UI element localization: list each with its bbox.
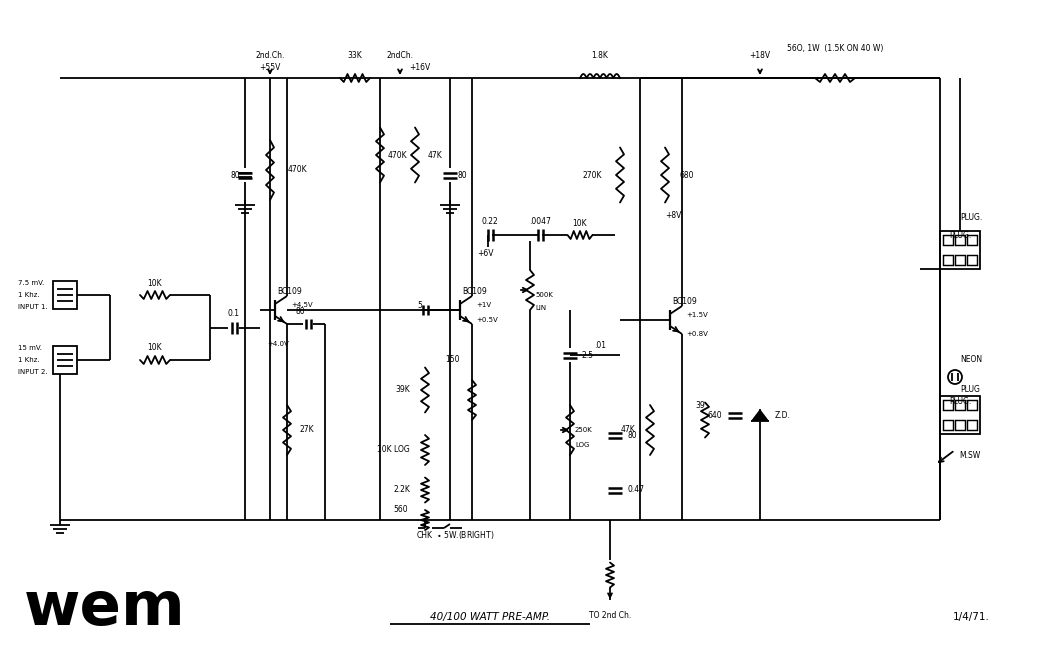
Text: 80: 80 xyxy=(230,171,240,180)
Text: .0047: .0047 xyxy=(529,218,551,226)
Polygon shape xyxy=(751,409,769,421)
Bar xyxy=(967,420,977,430)
Bar xyxy=(955,400,965,410)
Text: 5: 5 xyxy=(418,300,423,310)
Text: 680: 680 xyxy=(680,171,694,180)
Text: 640: 640 xyxy=(707,411,722,419)
Bar xyxy=(967,400,977,410)
Text: 39K: 39K xyxy=(395,386,410,394)
Bar xyxy=(53,346,77,374)
Text: 2.2K: 2.2K xyxy=(393,485,410,495)
Text: INPUT 2.: INPUT 2. xyxy=(18,369,47,375)
Text: 2nd.Ch.: 2nd.Ch. xyxy=(255,51,284,60)
Text: PLUG: PLUG xyxy=(960,386,980,394)
Text: 2ndCh.: 2ndCh. xyxy=(386,51,413,60)
Text: BC109: BC109 xyxy=(277,287,302,297)
Text: 1 Khz.: 1 Khz. xyxy=(18,357,40,363)
Text: NEON: NEON xyxy=(960,356,982,365)
Text: 10K: 10K xyxy=(573,218,587,228)
Text: CHK: CHK xyxy=(418,531,433,539)
Bar xyxy=(940,396,980,434)
Text: 250K: 250K xyxy=(575,427,593,433)
Bar xyxy=(967,255,977,265)
Text: 40/100 WATT PRE-AMP.: 40/100 WATT PRE-AMP. xyxy=(430,612,550,622)
Text: 33K: 33K xyxy=(347,51,362,60)
Text: 150: 150 xyxy=(445,356,459,365)
Text: +4.0V: +4.0V xyxy=(267,341,288,347)
Text: 47K: 47K xyxy=(428,150,443,159)
Text: .01: .01 xyxy=(594,340,606,350)
Text: 1 Khz.: 1 Khz. xyxy=(18,292,40,298)
Bar xyxy=(943,420,952,430)
Bar xyxy=(943,235,952,245)
Text: 80: 80 xyxy=(295,308,305,316)
Text: +1.5V: +1.5V xyxy=(686,312,708,318)
Text: TO 2nd Ch.: TO 2nd Ch. xyxy=(588,611,631,619)
Bar xyxy=(943,255,952,265)
Text: 7.5 mV.: 7.5 mV. xyxy=(18,280,44,286)
Bar xyxy=(955,235,965,245)
Text: $\bullet$ 5W.(BRIGHT): $\bullet$ 5W.(BRIGHT) xyxy=(435,529,494,541)
Text: 270K: 270K xyxy=(582,171,602,180)
Text: 10K: 10K xyxy=(148,344,163,352)
Text: M.SW: M.SW xyxy=(960,451,981,459)
Bar xyxy=(940,231,980,269)
Text: 2.5: 2.5 xyxy=(582,350,594,359)
Text: 1/4/71.: 1/4/71. xyxy=(954,612,990,622)
Text: PLUG.: PLUG. xyxy=(949,396,971,405)
Text: +18V: +18V xyxy=(749,51,771,60)
Text: LIN: LIN xyxy=(535,305,547,311)
Text: +1V: +1V xyxy=(476,302,491,308)
Text: 1.8K: 1.8K xyxy=(592,51,608,60)
Text: 500K: 500K xyxy=(535,292,553,298)
Text: +4.5V: +4.5V xyxy=(291,302,313,308)
Text: PLUG.: PLUG. xyxy=(949,232,971,241)
Text: BC109: BC109 xyxy=(672,298,697,306)
Bar xyxy=(955,420,965,430)
Text: 470K: 470K xyxy=(288,165,307,174)
Text: 27K: 27K xyxy=(300,426,315,434)
Text: Z.D.: Z.D. xyxy=(775,411,791,419)
Text: 80: 80 xyxy=(628,430,638,440)
Text: 80: 80 xyxy=(457,171,467,180)
Text: 0.22: 0.22 xyxy=(481,218,498,226)
Text: 47K: 47K xyxy=(620,426,635,434)
Text: 470K: 470K xyxy=(388,150,408,159)
Text: 0.1: 0.1 xyxy=(228,309,240,318)
Bar xyxy=(943,400,952,410)
Text: 0.47: 0.47 xyxy=(628,485,645,495)
Text: INPUT 1.: INPUT 1. xyxy=(18,304,48,310)
Bar xyxy=(967,235,977,245)
Text: +0.8V: +0.8V xyxy=(686,331,708,337)
Text: 560: 560 xyxy=(393,506,408,514)
Bar xyxy=(53,281,77,309)
Text: PLUG.: PLUG. xyxy=(960,213,982,222)
Text: +8V.: +8V. xyxy=(665,211,683,220)
Text: +55V: +55V xyxy=(259,62,281,72)
Text: 15 mV.: 15 mV. xyxy=(18,345,42,351)
Text: 56O, 1W  (1.5K ON 40 W): 56O, 1W (1.5K ON 40 W) xyxy=(787,43,883,52)
Bar xyxy=(955,255,965,265)
Text: 10K: 10K xyxy=(148,279,163,287)
Text: 10K LOG: 10K LOG xyxy=(378,445,410,455)
Text: LOG: LOG xyxy=(575,442,590,448)
Text: +16V: +16V xyxy=(409,62,431,72)
Text: BC109: BC109 xyxy=(462,287,487,297)
Text: 39: 39 xyxy=(695,401,705,409)
Text: +0.5V: +0.5V xyxy=(476,317,497,323)
Text: +6V: +6V xyxy=(476,249,493,258)
Text: wem: wem xyxy=(24,579,186,638)
